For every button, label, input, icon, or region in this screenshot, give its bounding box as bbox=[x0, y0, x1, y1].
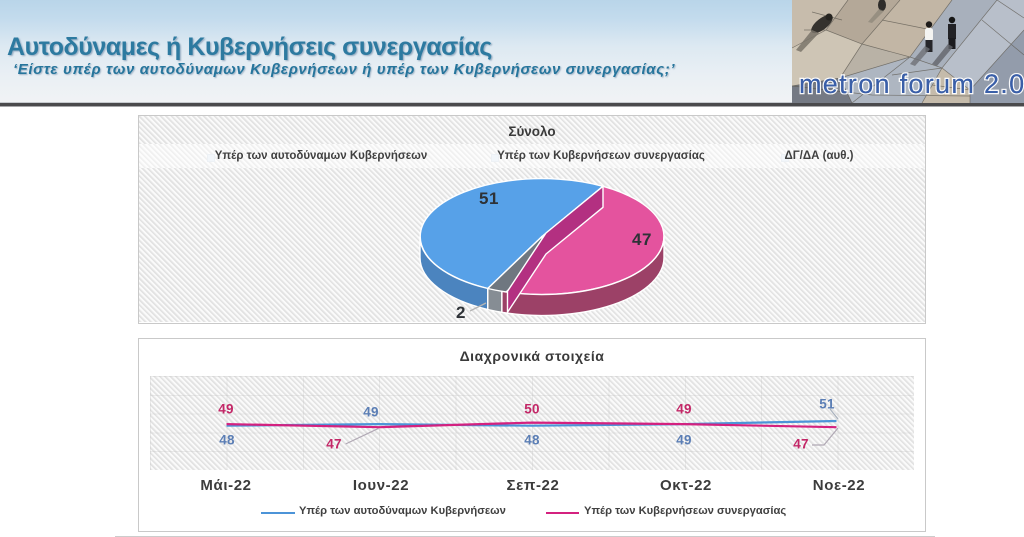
svg-text:metron forum 2.0: metron forum 2.0 bbox=[799, 69, 1024, 99]
svg-text:metron forum 2.0: metron forum 2.0 bbox=[799, 69, 1024, 99]
